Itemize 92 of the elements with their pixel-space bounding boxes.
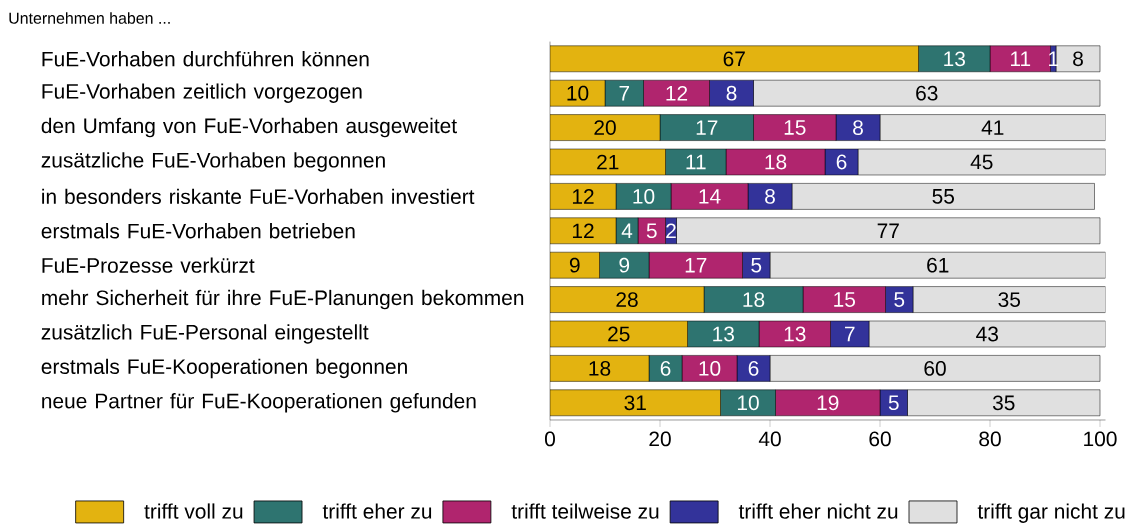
y-tick-label: erstmals FuE-Kooperationen begonnen	[41, 358, 407, 379]
x-tick-label: 40	[758, 431, 781, 447]
bar	[769, 355, 1101, 382]
data-label: 15	[834, 292, 856, 307]
data-label: 41	[981, 120, 1004, 135]
y-tick-label: FuE-Vorhaben durchführen können	[42, 51, 369, 67]
data-label: 55	[932, 189, 955, 204]
data-label: 10	[737, 395, 759, 411]
data-label: 60	[924, 360, 946, 376]
data-label: 21	[597, 154, 619, 170]
x-tick-label: 0	[545, 431, 555, 447]
data-label: 25	[608, 326, 630, 342]
y-tick-label: zusätzliche FuE-Vorhaben begonnen	[41, 152, 385, 172]
data-label: 13	[713, 326, 734, 342]
data-label: 5	[751, 257, 762, 273]
bar	[753, 79, 1101, 107]
data-label: 4	[621, 223, 633, 238]
bar	[868, 320, 1106, 348]
data-label: 7	[845, 326, 855, 342]
data-label: 5	[646, 223, 657, 239]
data-label: 6	[660, 360, 671, 376]
data-label: 67	[723, 51, 745, 67]
data-label: 2	[666, 223, 676, 239]
bar	[857, 148, 1106, 176]
legend-label: trifft eher zu	[322, 503, 432, 519]
data-label: 8	[726, 85, 737, 101]
data-label: 14	[699, 189, 721, 204]
bar	[550, 355, 650, 382]
legend-label: trifft voll zu	[144, 503, 243, 519]
x-tick-label: 100	[1084, 431, 1117, 447]
legend-label: trifft gar nicht zu	[977, 503, 1125, 523]
data-label: 43	[976, 326, 998, 342]
data-label: 28	[616, 292, 638, 307]
data-label: 6	[748, 360, 759, 376]
data-label: 8	[765, 188, 775, 204]
data-label: 5	[894, 292, 905, 307]
data-label: 18	[765, 154, 787, 170]
data-label: 5	[888, 395, 899, 411]
y-tick-label: zusätzlich FuE-Personal eingestellt	[41, 324, 369, 344]
data-label: 11	[686, 154, 706, 170]
data-label: 12	[572, 189, 594, 204]
bar	[907, 389, 1101, 417]
y-tick-label: FuE-Prozesse verkürzt	[42, 257, 255, 273]
text: Unternehmen haben ...	[9, 12, 170, 24]
data-label: 17	[685, 258, 707, 273]
bar	[791, 183, 1095, 210]
y-tick-label: mehr Sicherheit für ihre FuE-Planungen bekommen	[42, 289, 524, 310]
data-label: 31	[624, 395, 646, 411]
data-label: 12	[666, 85, 688, 101]
y-tick-label: FuE-Vorhaben zeitlich vorgezogen	[42, 83, 362, 103]
data-label: 61	[927, 257, 949, 273]
data-label: 19	[817, 395, 839, 411]
bar	[912, 286, 1106, 313]
x-tick-label: 20	[649, 431, 671, 447]
y-tick-label: in besonders riskante FuE-Vorhaben investiert	[42, 188, 475, 205]
data-label: 15	[784, 120, 806, 135]
bar	[879, 114, 1106, 141]
data-label: 10	[567, 85, 589, 101]
data-label: 8	[853, 120, 863, 135]
x-tick-label: 60	[869, 431, 891, 447]
bar	[550, 286, 705, 313]
data-label: 17	[696, 120, 718, 135]
data-label: 7	[619, 86, 630, 101]
bar	[550, 114, 661, 141]
data-label: 35	[998, 292, 1021, 307]
data-label: 20	[594, 120, 616, 135]
bar	[769, 251, 1106, 279]
y-tick-label: neue Partner für FuE-Kooperationen gefunden	[42, 393, 476, 413]
bar	[550, 45, 919, 73]
data-label: 10	[699, 360, 721, 376]
data-label: 45	[970, 154, 993, 170]
data-label: 18	[589, 360, 611, 376]
data-label: 63	[916, 85, 938, 101]
data-label: 11	[1011, 51, 1031, 66]
data-label: 9	[569, 257, 580, 273]
data-label: 10	[633, 188, 655, 204]
y-tick-label: den Umfang von FuE-Vorhaben ausgeweitet	[41, 117, 457, 138]
data-label: 18	[743, 292, 765, 307]
data-label: 9	[619, 257, 630, 273]
x-tick-label: 80	[979, 431, 1001, 447]
bar	[550, 389, 721, 417]
data-label: 6	[836, 154, 847, 170]
data-label: 13	[944, 51, 965, 67]
data-label: 13	[784, 326, 806, 342]
data-label: 77	[877, 223, 899, 238]
legend-label: trifft teilweise zu	[511, 503, 659, 519]
data-label: 8	[1073, 51, 1083, 67]
bar	[676, 217, 1101, 245]
data-label: 35	[992, 395, 1015, 411]
data-label: 12	[572, 223, 594, 239]
legend-label: trifft eher nicht zu	[738, 503, 898, 519]
y-tick-label: erstmals FuE-Vorhaben betrieben	[41, 223, 355, 239]
